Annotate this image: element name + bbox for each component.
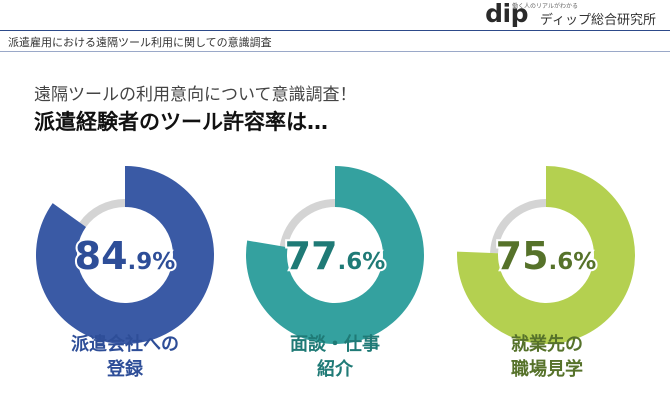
headline: 遠隔ツールの利用意向について意識調査！	[34, 85, 357, 105]
donut-3-value: 75.6%	[496, 234, 597, 278]
donut-2-value-int: 77	[285, 234, 338, 278]
caption-2-line-1: 面談・仕事	[290, 334, 380, 355]
caption-1-line-1: 派遣会社への	[71, 334, 179, 355]
donut-1-value: 84.9%	[75, 234, 176, 278]
caption-3-line-1: 就業先の	[511, 334, 583, 355]
donut-3-remainder	[490, 199, 546, 254]
donut-3-value-dec: .6%	[549, 249, 597, 275]
donut-1-segment	[36, 166, 214, 345]
caption-1-line-2: 登録	[107, 359, 143, 380]
caption-2: 面談・仕事 紹介	[240, 332, 430, 382]
donut-2-value: 77.6%	[285, 234, 386, 278]
subject-bar: 派遣雇用における遠隔ツール利用に関しての意識調査	[0, 30, 670, 52]
caption-1: 派遣会社への 登録	[30, 332, 220, 382]
donut-2-remainder	[279, 199, 335, 248]
subject-text: 派遣雇用における遠隔ツール利用に関しての意識調査	[8, 36, 272, 49]
subheadline: 派遣経験者のツール許容率は…	[34, 110, 328, 134]
donut-2-segment	[246, 166, 424, 345]
logo-tagline: 働く人のリアルがわかる	[512, 3, 578, 10]
donut-1-value-int: 84	[75, 234, 128, 278]
caption-3-line-2: 職場見学	[511, 359, 583, 380]
donut-1-value-dec: .9%	[128, 249, 176, 275]
caption-3: 就業先の 職場見学	[452, 332, 642, 382]
caption-2-line-2: 紹介	[317, 359, 353, 380]
logo-mark: dip	[485, 0, 528, 28]
donut-3-segment	[457, 166, 635, 345]
donut-3-value-int: 75	[496, 234, 549, 278]
donut-2-value-dec: .6%	[338, 249, 386, 275]
header: dip 働く人のリアルがわかる ディップ総合研究所	[0, 0, 670, 30]
donut-1-remainder	[79, 199, 125, 228]
logo-name: ディップ総合研究所	[539, 13, 656, 28]
